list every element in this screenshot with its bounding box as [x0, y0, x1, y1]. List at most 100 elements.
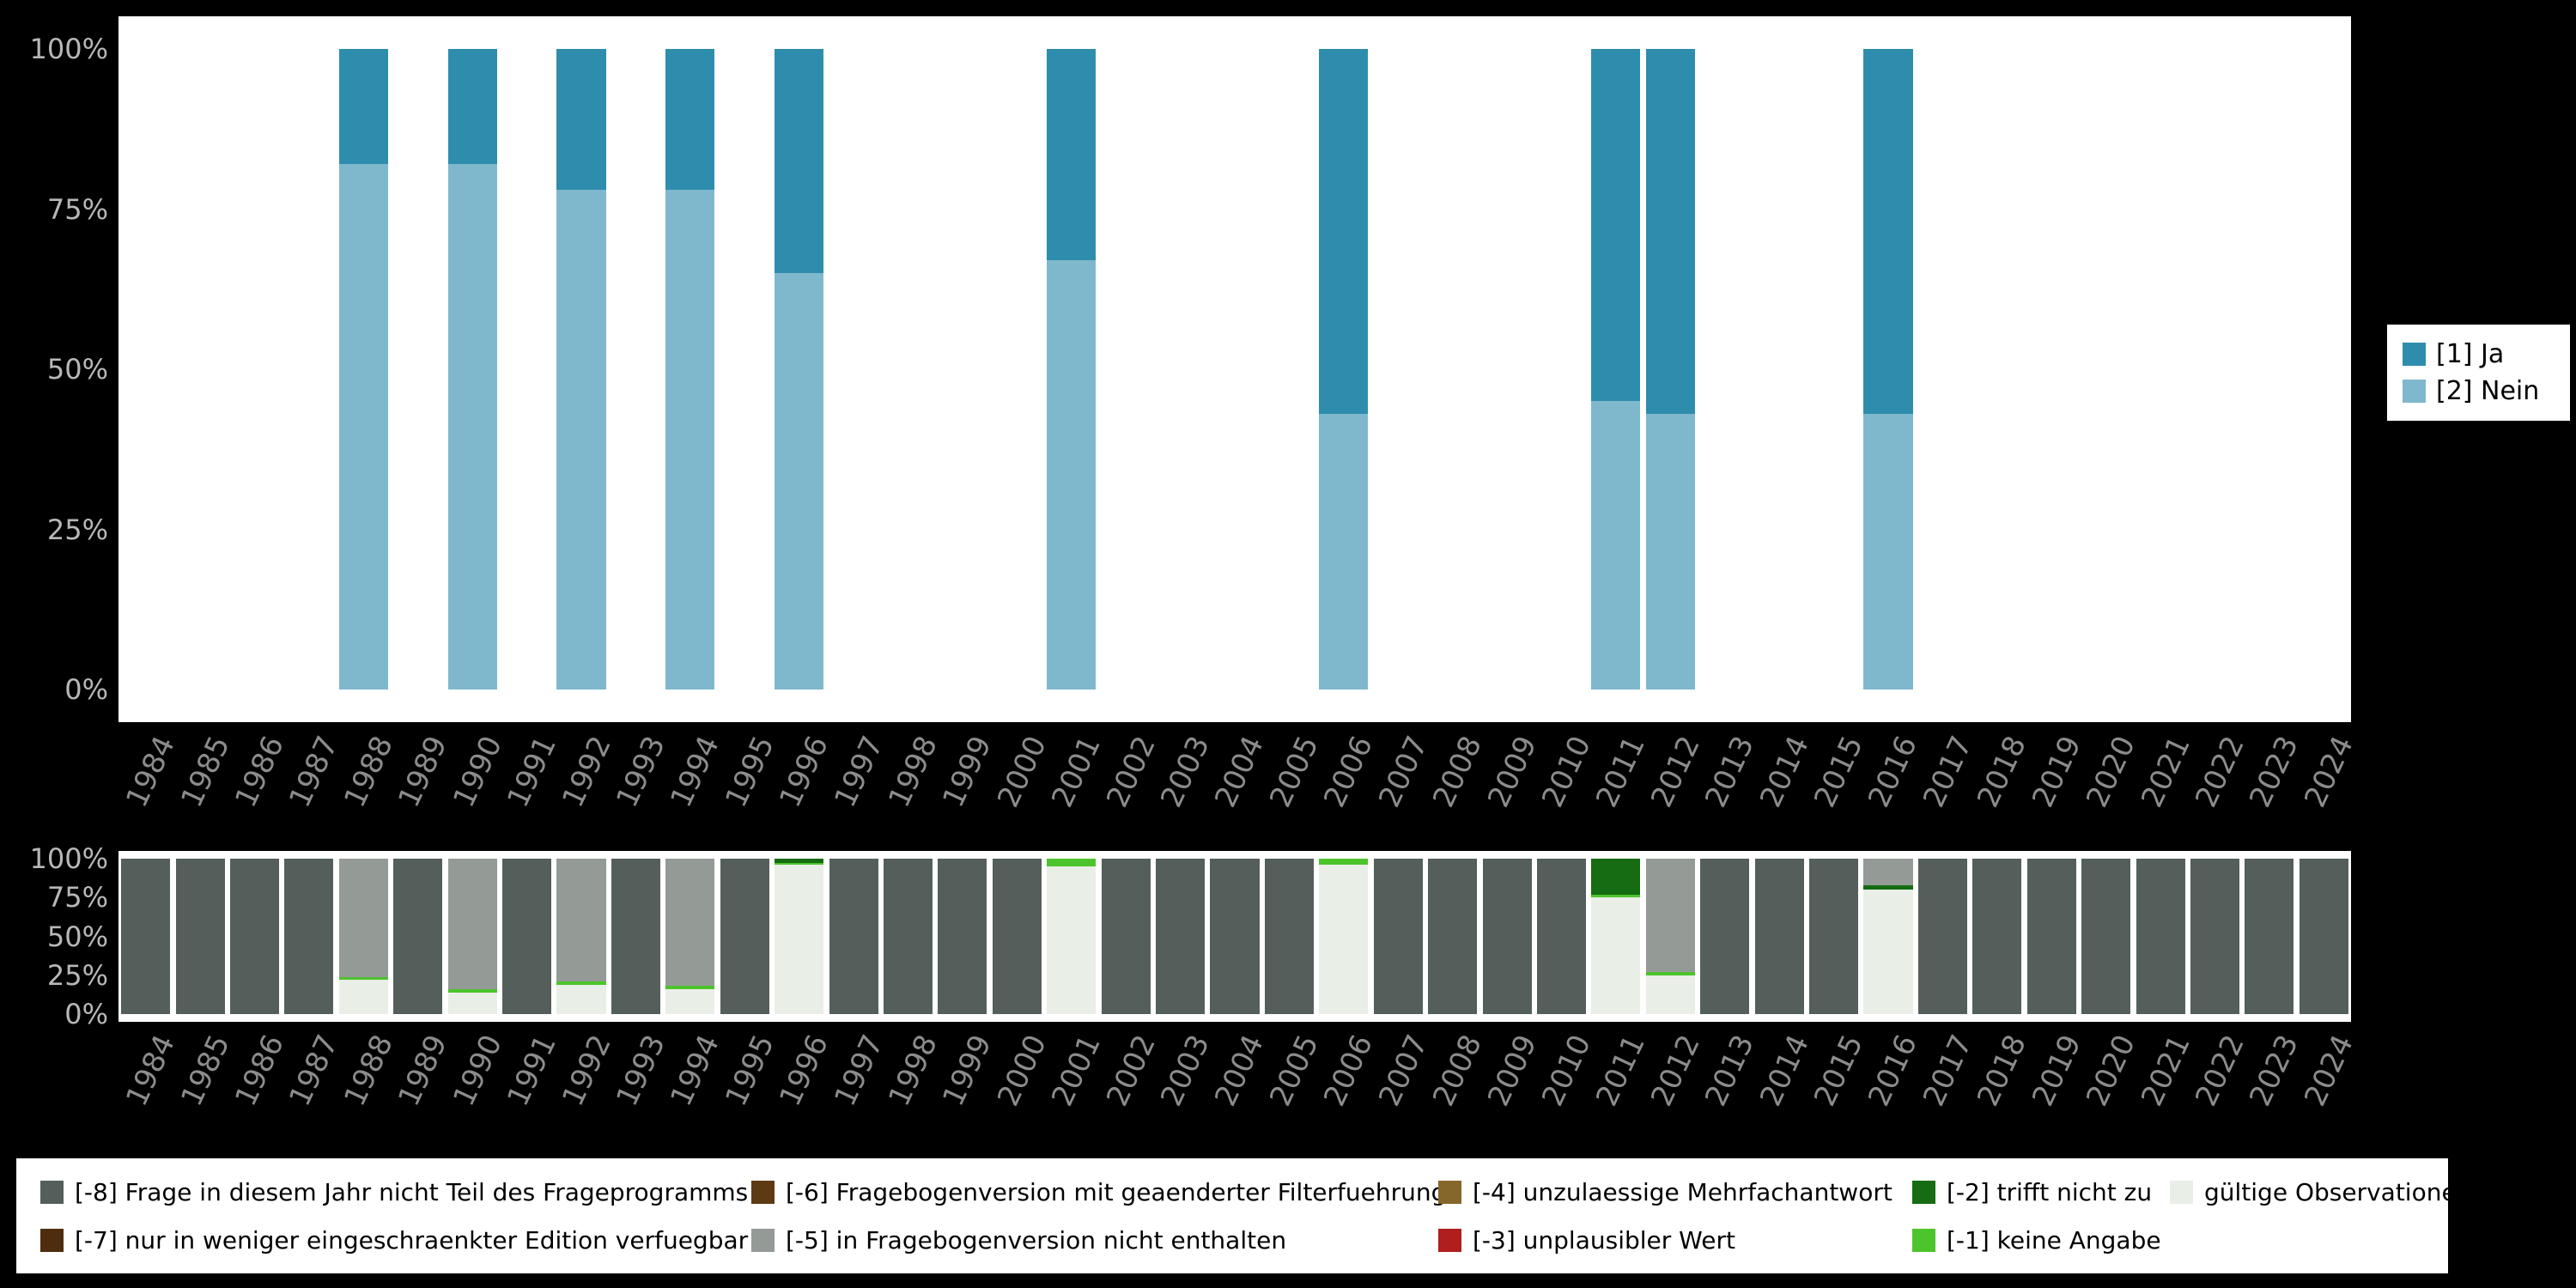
x-axis-year-label: 1984	[119, 1030, 183, 1112]
x-axis-year-label: 1995	[718, 1030, 781, 1112]
frequency-bar-segment	[447, 164, 497, 690]
missing-bar-segment	[2136, 859, 2185, 1014]
frequency-bar-segment	[338, 49, 388, 165]
missing-bar-segment	[338, 859, 388, 977]
missing-bar-segment	[1482, 859, 1532, 1014]
x-axis-year-label: 2003	[1154, 731, 1218, 813]
frequencies-chart-plot-area	[118, 16, 2351, 722]
missing-bar-segment	[1264, 859, 1314, 1014]
legend-item-label: [1] Ja	[2436, 339, 2505, 369]
x-axis-year-label: 2020	[2080, 1030, 2143, 1112]
x-axis-year-label: 1989	[392, 731, 455, 813]
legend-column: [-2] trifft nicht zu [-1] keine Angabe	[1912, 1168, 2170, 1264]
x-axis-year-label: 2008	[1426, 1030, 1490, 1112]
missing-bar-segment	[2081, 859, 2131, 1014]
x-axis-year-label: 2003	[1154, 1030, 1218, 1112]
missing-bar-segment	[829, 859, 878, 1014]
x-axis-year-label: 2011	[1589, 1030, 1653, 1112]
x-axis-year-label: 1986	[228, 731, 291, 813]
frequency-bar-segment	[338, 164, 388, 690]
legend-item-label: [-6] Fragebogenversion mit geaenderter F…	[786, 1177, 1447, 1206]
missing-bar-segment	[447, 989, 497, 993]
frequencies-chart-legend: [1] Ja [2] Nein	[2387, 325, 2570, 421]
missing-bar-segment	[992, 859, 1042, 1014]
legend-item-label: [-3] unplausibler Wert	[1473, 1225, 1735, 1255]
missing-bar-segment	[1917, 859, 1967, 1014]
x-axis-year-label: 2005	[1263, 731, 1326, 813]
legend-item-label: gültige Observationen	[2204, 1177, 2472, 1206]
x-axis-year-label: 2020	[2080, 731, 2143, 813]
x-axis-year-label: 2015	[1807, 731, 1871, 813]
x-axis-year-label: 2007	[1371, 1030, 1435, 1112]
x-axis-year-label: 1991	[501, 1030, 564, 1112]
missing-bar-segment	[1591, 894, 1641, 898]
x-axis-year-label: 1995	[718, 731, 781, 813]
missing-bar-segment	[720, 859, 769, 1014]
x-axis-year-label: 1997	[827, 1030, 890, 1112]
x-axis-year-label: 2010	[1535, 1030, 1598, 1112]
missing-bar-segment	[556, 984, 606, 1014]
x-axis-year-label: 2004	[1208, 731, 1272, 813]
missing-bar-segment	[1972, 859, 2022, 1014]
frequency-bar-segment	[665, 190, 715, 690]
frequency-bar-segment	[1591, 401, 1641, 690]
legend-item: [1] Ja	[2403, 339, 2570, 369]
x-axis-year-label: 2023	[2243, 731, 2306, 813]
x-axis-year-label: 2012	[1643, 731, 1707, 813]
x-axis-year-label: 1991	[501, 731, 564, 813]
missing-bar-segment	[447, 859, 497, 990]
missing-bar-segment	[1319, 859, 1369, 866]
x-axis-year-label: 1986	[228, 1030, 291, 1112]
x-axis-year-label: 1988	[337, 731, 400, 813]
y-axis-tick-label: 50%	[46, 353, 108, 386]
x-axis-year-label: 2017	[1917, 731, 1979, 813]
y-axis-tick-label: 25%	[46, 958, 108, 992]
frequency-bar-segment	[1047, 260, 1097, 690]
missing-bar-segment	[2245, 859, 2294, 1014]
frequency-bar-segment	[447, 49, 497, 165]
x-axis-year-label: 2014	[1753, 731, 1816, 813]
frequency-bar-segment	[1047, 49, 1097, 261]
legend-item: [-8] Frage in diesem Jahr nicht Teil des…	[40, 1168, 751, 1216]
missing-bar-segment	[775, 865, 824, 1014]
legend-item: [-7] nur in weniger eingeschraenkter Edi…	[40, 1216, 751, 1264]
x-axis-year-label: 2012	[1643, 1030, 1707, 1112]
missing-bar-segment	[1536, 859, 1586, 1014]
missing-bar-segment	[447, 992, 497, 1014]
x-axis-year-label: 1994	[664, 731, 727, 813]
missing-bar-segment	[1373, 859, 1423, 1014]
missing-bar-segment	[775, 859, 824, 864]
legend-color-swatch	[751, 1228, 775, 1252]
missing-bar-segment	[1047, 859, 1097, 867]
x-axis-year-label: 2015	[1807, 1030, 1871, 1112]
missing-bar-segment	[1428, 859, 1478, 1014]
legend-item-label: [-8] Frage in diesem Jahr nicht Teil des…	[75, 1177, 749, 1206]
y-axis-tick-label: 100%	[29, 842, 108, 875]
legend-color-swatch	[40, 1180, 64, 1204]
x-axis-year-label: 2024	[2297, 731, 2360, 813]
x-axis-year-label: 1996	[773, 1030, 836, 1112]
frequency-bar-segment	[665, 49, 715, 191]
x-axis-year-label: 2016	[1862, 731, 1925, 813]
x-axis-year-label: 2009	[1480, 1030, 1544, 1112]
x-axis-year-label: 1988	[337, 1030, 400, 1112]
legend-column: gültige Observationen	[2170, 1168, 2471, 1264]
missing-bar-segment	[665, 986, 715, 990]
frequency-bar-segment	[1319, 49, 1369, 415]
x-axis-year-label: 1998	[882, 731, 945, 813]
missing-bar-segment	[1754, 859, 1804, 1014]
legend-color-swatch	[2403, 380, 2426, 403]
x-axis-year-label: 2001	[1045, 1030, 1109, 1112]
missing-bar-segment	[556, 859, 606, 981]
legend-item: [-1] keine Angabe	[1912, 1216, 2170, 1264]
x-axis-year-label: 2021	[2134, 731, 2197, 813]
x-axis-year-label: 1990	[446, 1030, 509, 1112]
x-axis-year-label: 2013	[1698, 731, 1762, 813]
x-axis-year-label: 2017	[1917, 1030, 1979, 1112]
missing-bar-segment	[338, 980, 388, 1014]
y-axis-tick-label: 0%	[64, 998, 108, 1030]
x-axis-year-label: 1990	[446, 731, 509, 813]
x-axis-year-label: 1985	[173, 731, 237, 813]
frequency-bar-segment	[1863, 49, 1913, 415]
